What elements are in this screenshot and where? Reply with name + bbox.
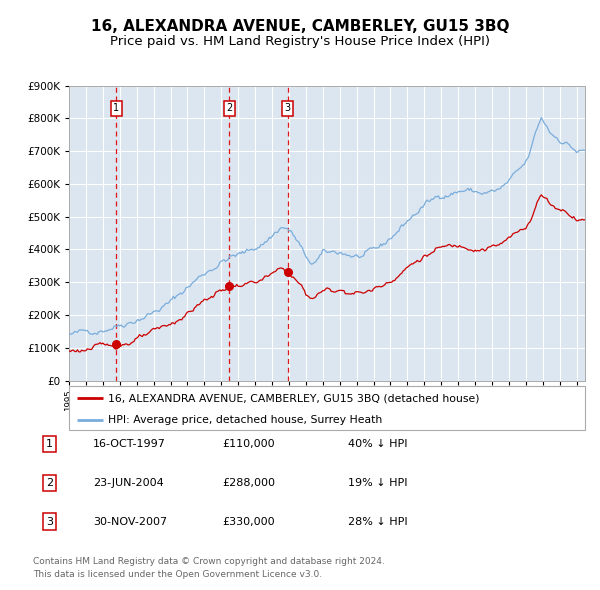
Text: 16, ALEXANDRA AVENUE, CAMBERLEY, GU15 3BQ: 16, ALEXANDRA AVENUE, CAMBERLEY, GU15 3B…: [91, 19, 509, 34]
Text: £288,000: £288,000: [222, 478, 275, 487]
Text: 19% ↓ HPI: 19% ↓ HPI: [348, 478, 407, 487]
Text: Contains HM Land Registry data © Crown copyright and database right 2024.: Contains HM Land Registry data © Crown c…: [33, 558, 385, 566]
Text: 40% ↓ HPI: 40% ↓ HPI: [348, 439, 407, 448]
Text: This data is licensed under the Open Government Licence v3.0.: This data is licensed under the Open Gov…: [33, 571, 322, 579]
Text: 16-OCT-1997: 16-OCT-1997: [93, 439, 166, 448]
Text: £330,000: £330,000: [222, 517, 275, 526]
FancyBboxPatch shape: [69, 386, 585, 430]
Text: 23-JUN-2004: 23-JUN-2004: [93, 478, 164, 487]
Text: 2: 2: [226, 103, 233, 113]
Text: Price paid vs. HM Land Registry's House Price Index (HPI): Price paid vs. HM Land Registry's House …: [110, 35, 490, 48]
Text: 1: 1: [46, 439, 53, 448]
Text: 3: 3: [284, 103, 290, 113]
Text: 30-NOV-2007: 30-NOV-2007: [93, 517, 167, 526]
Text: 1: 1: [113, 103, 119, 113]
Text: 2: 2: [46, 478, 53, 487]
Text: 16, ALEXANDRA AVENUE, CAMBERLEY, GU15 3BQ (detached house): 16, ALEXANDRA AVENUE, CAMBERLEY, GU15 3B…: [108, 393, 479, 403]
Text: £110,000: £110,000: [222, 439, 275, 448]
Text: HPI: Average price, detached house, Surrey Heath: HPI: Average price, detached house, Surr…: [108, 415, 382, 425]
Text: 28% ↓ HPI: 28% ↓ HPI: [348, 517, 407, 526]
Text: 3: 3: [46, 517, 53, 526]
